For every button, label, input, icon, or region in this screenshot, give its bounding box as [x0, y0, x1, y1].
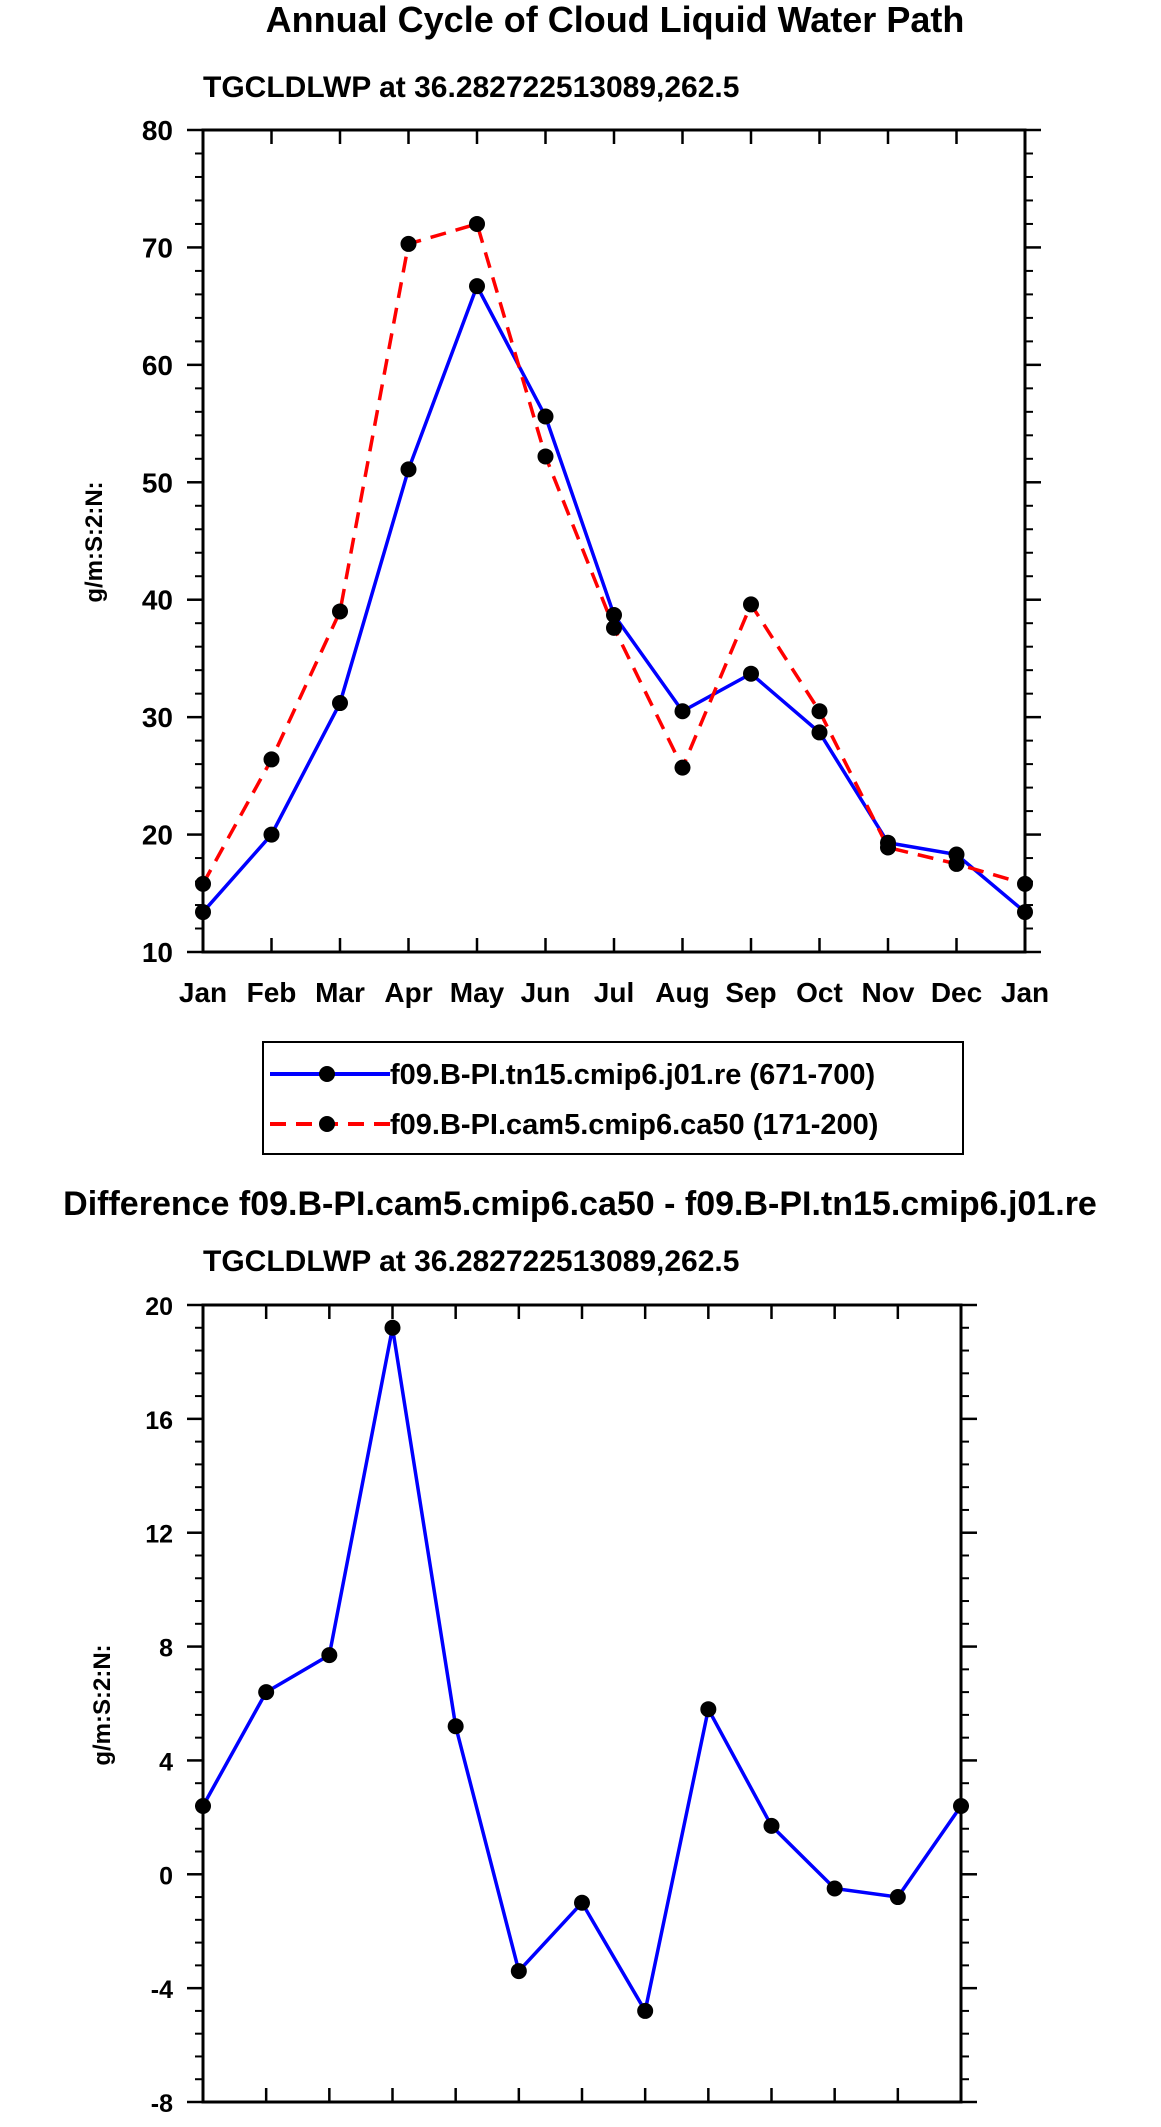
chart1-legend: f09.B-PI.tn15.cmip6.j01.re (671-700) f09… — [262, 1041, 964, 1155]
chart2-subtitle: TGCLDLWP at 36.282722513089,262.5 — [203, 1245, 739, 1278]
chart1-series-1-point — [400, 235, 417, 252]
legend-label-series-a: f09.B-PI.tn15.cmip6.j01.re (671-700) — [390, 1059, 875, 1091]
chart1-y-tick-label: 50 — [142, 467, 173, 498]
chart1-x-tick-label: Feb — [247, 977, 297, 1008]
chart1-frame — [201, 128, 1027, 954]
chart1-y-tick-label: 10 — [142, 937, 173, 968]
chart2-y-tick-label: 4 — [159, 1748, 173, 1776]
chart1-x-tick-label: Sep — [725, 977, 776, 1008]
chart2-series-0-point — [321, 1647, 338, 1664]
chart1-x-tick-label: Jan — [1001, 977, 1049, 1008]
chart1-series-0-point — [400, 461, 417, 478]
chart1-series-1-point — [606, 619, 622, 636]
chart1-x-tick-label: Dec — [931, 977, 982, 1008]
chart1-x-tick-label: Oct — [796, 977, 843, 1008]
chart1-y-tick-label: 80 — [142, 115, 173, 146]
chart1-series-0-point — [537, 408, 554, 425]
chart1-x-tick-label: Aug — [655, 977, 709, 1008]
chart1-series-0-point — [811, 724, 828, 741]
chart1-subtitle: TGCLDLWP at 36.282722513089,262.5 — [203, 71, 739, 104]
chart2-series-0-point — [763, 1817, 780, 1834]
chart1-series-0-point — [195, 904, 211, 921]
chart1-series-line-0 — [201, 281, 1027, 914]
legend-marker-series-b — [319, 1116, 335, 1132]
chart1-series-0-point — [674, 703, 691, 720]
chart2-series-0-point — [384, 1319, 401, 1336]
chart1-series-0-point — [606, 606, 622, 623]
chart2-y-tick-label: 20 — [145, 1293, 173, 1321]
chart1-series-1-point — [195, 875, 211, 892]
chart2-plot-area: JanFebMarAprMayJunJulAugSepOctNovDecJan-… — [145, 1293, 977, 2118]
chart1-series-0-point — [1017, 904, 1033, 921]
chart2-series-0-point — [700, 1701, 717, 1718]
chart2-series-0-point — [889, 1889, 906, 1906]
chart2-series-0-point — [258, 1684, 275, 1701]
chart1-series-1-point — [263, 751, 280, 768]
chart2-y-tick-label: -8 — [151, 2090, 173, 2118]
chart1-series-0-point — [332, 695, 348, 712]
chart2-y-tick-label: 8 — [159, 1635, 173, 1663]
chart1-y-tick-label: 60 — [142, 350, 173, 381]
chart1-series-1-point — [469, 215, 485, 232]
chart1-series-line-1 — [201, 221, 1026, 886]
chart1-series-1-point — [743, 596, 759, 613]
chart1-x-tick-label: Jan — [179, 977, 227, 1008]
chart1-series-1-point — [537, 448, 554, 465]
chart2-y-tick-label: 0 — [159, 1862, 173, 1890]
chart1-series-1-point — [332, 603, 348, 620]
chart1-x-tick-label: Mar — [315, 977, 365, 1008]
chart2-ylabel: g/m:S:2:N: — [89, 1644, 116, 1765]
chart2-frame — [201, 1303, 963, 2104]
chart1-x-tick-label: Jun — [521, 977, 571, 1008]
chart2-series-0-point — [953, 1797, 969, 1814]
chart1-series-1-point — [1017, 875, 1033, 892]
chart1-y-tick-label: 30 — [142, 702, 173, 733]
chart2-y-tick-label: 12 — [145, 1521, 173, 1549]
chart2-series-0-point — [574, 1894, 590, 1911]
chart1-series-1-point — [811, 703, 828, 720]
chart1-series-0-point — [743, 665, 759, 682]
chart2-series-0-point — [826, 1880, 843, 1897]
chart1-y-tick-label: 20 — [142, 820, 173, 851]
chart2-series-0-point — [447, 1718, 464, 1735]
chart2-series-0-point — [510, 1963, 527, 1980]
chart1-series-1-point — [880, 839, 896, 856]
chart1-x-tick-label: Nov — [862, 977, 915, 1008]
legend-label-series-b: f09.B-PI.cam5.cmip6.ca50 (171-200) — [390, 1109, 878, 1141]
chart1-x-tick-label: Jul — [594, 977, 634, 1008]
chart1-ylabel: g/m:S:2:N: — [81, 481, 108, 602]
chart1-plot-area: Jan Feb Mar Apr May Jun Jul Aug Sep Oct Nov Dec Jan1… — [142, 115, 1049, 1008]
chart2-series-0-point — [195, 1797, 211, 1814]
legend-marker-series-a — [319, 1066, 335, 1082]
chart1-series-0-point — [263, 826, 280, 843]
chart1-series-1-point — [674, 759, 691, 776]
chart2-title: Difference f09.B-PI.cam5.cmip6.ca50 - f0… — [63, 1185, 1097, 1223]
chart2-series-0-point — [637, 2002, 654, 2019]
chart1-x-tick-label: May — [450, 977, 505, 1008]
chart1-x-tick-label: Apr — [384, 977, 432, 1008]
legend-box — [262, 1041, 964, 1155]
chart1-series-1-point — [948, 855, 965, 872]
chart2-y-tick-label: -4 — [151, 1976, 173, 2004]
chart1-y-tick-label: 40 — [142, 585, 173, 616]
chart2-y-tick-label: 16 — [145, 1407, 173, 1435]
chart1-title: Annual Cycle of Cloud Liquid Water Path — [266, 0, 965, 40]
chart1-series-0-point — [469, 278, 485, 295]
chart1-y-tick-label: 70 — [142, 232, 173, 263]
